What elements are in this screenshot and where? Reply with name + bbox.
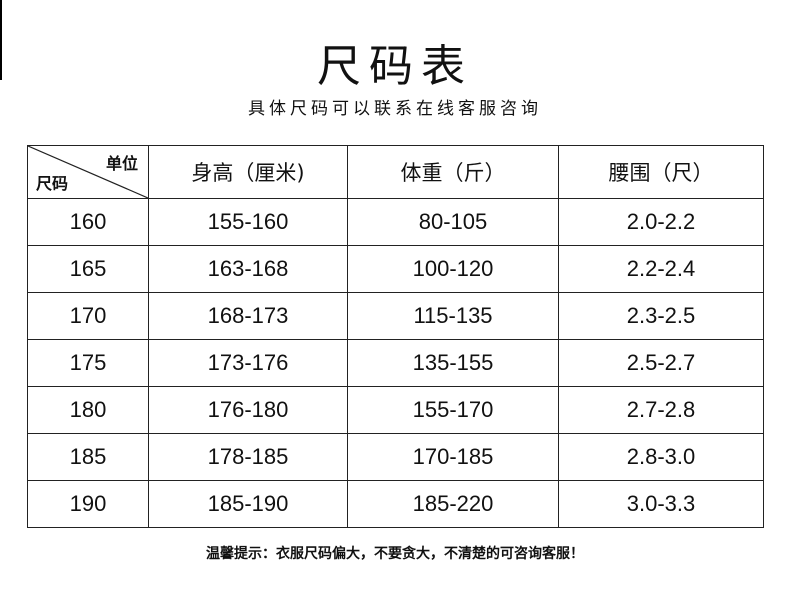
cell-waist: 3.0-3.3 [558, 480, 764, 528]
cell-waist: 2.3-2.5 [558, 292, 764, 340]
size-table: 单位 尺码 身高（厘米) 体重（斤） 腰围（尺） 160 155-160 80-10… [27, 145, 764, 528]
cell-size: 175 [27, 339, 149, 387]
diagonal-line [28, 146, 148, 198]
cell-waist: 2.5-2.7 [558, 339, 764, 387]
cell-height: 163-168 [148, 245, 348, 293]
cell-size: 190 [27, 480, 149, 528]
cell-weight: 100-120 [347, 245, 559, 293]
table-row: 190 185-190 185-220 3.0-3.3 [27, 480, 764, 528]
table-row: 170 168-173 115-135 2.3-2.5 [27, 292, 764, 340]
cell-weight: 170-185 [347, 433, 559, 481]
cell-weight: 135-155 [347, 339, 559, 387]
cell-size: 165 [27, 245, 149, 293]
cell-weight: 185-220 [347, 480, 559, 528]
cell-weight: 115-135 [347, 292, 559, 340]
cell-size: 185 [27, 433, 149, 481]
left-edge-line [0, 0, 2, 80]
cell-size: 160 [27, 198, 149, 246]
cell-waist: 2.0-2.2 [558, 198, 764, 246]
page-subtitle: 具体尺码可以联系在线客服咨询 [248, 99, 542, 119]
cell-height: 168-173 [148, 292, 348, 340]
tip-text: 温馨提示：衣服尺码偏大，不要贪大，不清楚的可咨询客服！ [206, 546, 584, 562]
cell-weight: 80-105 [347, 198, 559, 246]
table-header-row: 单位 尺码 身高（厘米) 体重（斤） 腰围（尺） [27, 145, 764, 199]
header-height: 身高（厘米) [148, 145, 348, 199]
table-row: 160 155-160 80-105 2.0-2.2 [27, 198, 764, 246]
cell-waist: 2.7-2.8 [558, 386, 764, 434]
corner-cell: 单位 尺码 [27, 145, 149, 199]
cell-height: 185-190 [148, 480, 348, 528]
cell-weight: 155-170 [347, 386, 559, 434]
cell-height: 178-185 [148, 433, 348, 481]
cell-waist: 2.8-3.0 [558, 433, 764, 481]
cell-height: 176-180 [148, 386, 348, 434]
cell-height: 173-176 [148, 339, 348, 387]
cell-height: 155-160 [148, 198, 348, 246]
header-waist: 腰围（尺） [558, 145, 764, 199]
table-row: 175 173-176 135-155 2.5-2.7 [27, 339, 764, 387]
table-row: 185 178-185 170-185 2.8-3.0 [27, 433, 764, 481]
table-row: 180 176-180 155-170 2.7-2.8 [27, 386, 764, 434]
table-row: 165 163-168 100-120 2.2-2.4 [27, 245, 764, 293]
cell-size: 180 [27, 386, 149, 434]
cell-size: 170 [27, 292, 149, 340]
header-weight: 体重（斤） [347, 145, 559, 199]
size-label: 尺码 [36, 174, 69, 193]
unit-label: 单位 [105, 154, 138, 173]
page-title: 尺码表 [317, 41, 473, 92]
cell-waist: 2.2-2.4 [558, 245, 764, 293]
